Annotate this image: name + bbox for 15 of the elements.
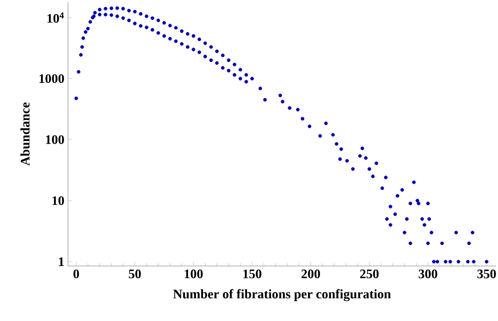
x-tick-label: 350 — [477, 270, 496, 278]
x-tick-label: 250 — [360, 270, 379, 278]
x-tick-label: 300 — [418, 270, 438, 278]
y-tick-label: 1000 — [40, 74, 64, 83]
y-tick-label: 1 — [59, 257, 64, 266]
x-tick-label: 100 — [184, 270, 203, 278]
x-axis-title: Number of fibrations per configuration — [173, 289, 391, 302]
y-tick-label: 100 — [46, 135, 64, 144]
x-tick-label: 200 — [302, 270, 320, 278]
x-tick-label: 50 — [128, 270, 141, 278]
y-axis-title: Abundance — [20, 102, 30, 166]
x-tick-label: 150 — [243, 270, 262, 278]
y-tick-label: 10 — [52, 196, 64, 206]
x-tick-label: 0 — [73, 270, 79, 278]
y-tick-label: 10$^{4}$ — [47, 12, 64, 23]
